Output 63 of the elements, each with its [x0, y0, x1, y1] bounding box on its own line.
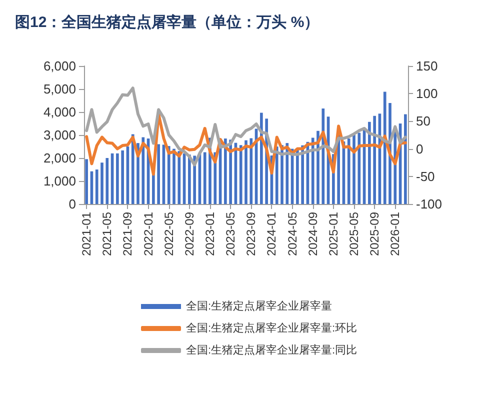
- bar: [368, 122, 371, 204]
- x-tick-label: 2025-09: [368, 212, 382, 256]
- bar: [352, 135, 356, 204]
- line-series: [85, 112, 407, 176]
- y-tick-label: 3,000: [43, 128, 76, 142]
- bar: [203, 152, 206, 204]
- y2-tick-label: 100: [416, 86, 438, 102]
- x-tick-label: 2022-01: [141, 212, 156, 256]
- y-tick-label: 4,000: [43, 104, 76, 120]
- y-tick-label: 0: [68, 196, 76, 212]
- bar: [358, 132, 361, 204]
- bar: [85, 159, 88, 204]
- x-tick-label: 2022-09: [182, 212, 196, 256]
- bar: [106, 158, 109, 204]
- bar: [142, 137, 145, 204]
- y2-tick-label: -100: [416, 196, 442, 212]
- bar: [121, 150, 124, 204]
- y2-tick-label: 0: [416, 141, 424, 156]
- bar: [239, 145, 242, 204]
- y2-tick-label: -50: [416, 168, 435, 184]
- bar: [250, 138, 253, 204]
- bar: [296, 148, 299, 204]
- bar: [275, 146, 278, 204]
- bar: [188, 154, 191, 204]
- bar: [244, 140, 248, 204]
- x-tick-label: 2021-09: [120, 212, 135, 256]
- y-tick-label: 5,000: [43, 82, 76, 96]
- x-tick-label: 2024-01: [264, 212, 279, 256]
- bar: [152, 174, 155, 204]
- x-tick-label: 2024-05: [285, 212, 300, 256]
- legend-label: 全国:生猪定点屠宰企业屠宰量:同比: [186, 344, 358, 356]
- legend-label: 全国:生猪定点屠宰企业屠宰量: [186, 300, 332, 312]
- x-tick-label: 2023-01: [203, 212, 217, 256]
- y-tick-label: 6,000: [43, 58, 76, 74]
- x-tick-label: 2023-09: [244, 212, 258, 256]
- y-tick-label: 1,000: [43, 174, 76, 188]
- x-tick-label: 2021-01: [80, 212, 94, 256]
- bar: [347, 138, 350, 204]
- bar: [311, 138, 314, 204]
- bar: [157, 144, 160, 204]
- bar: [178, 151, 181, 204]
- bar: [100, 162, 104, 204]
- bar: [224, 138, 227, 204]
- x-tick-label: 2026-01: [388, 212, 402, 256]
- bar: [373, 116, 376, 204]
- x-tick-label: 2023-05: [224, 212, 238, 256]
- bar: [116, 153, 119, 204]
- x-tick-label: 2025-05: [347, 212, 361, 256]
- bar: [316, 130, 320, 204]
- y2-tick-label: 150: [416, 58, 438, 74]
- y-tick-label: 2,000: [43, 150, 76, 166]
- x-tick-label: 2025-01: [326, 212, 340, 256]
- bar: [383, 92, 386, 204]
- bar: [172, 148, 176, 204]
- bar: [404, 114, 407, 204]
- bar: [95, 170, 98, 204]
- x-tick-label: 2022-05: [162, 212, 176, 256]
- bar: [167, 146, 170, 204]
- x-tick-label: 2021-05: [100, 212, 114, 256]
- y2-tick-label: 50: [416, 114, 430, 129]
- chart-title: 图12：全国生猪定点屠宰量（单位：万头 %）: [15, 13, 320, 31]
- x-tick-label: 2024-09: [306, 212, 320, 256]
- legend-label: 全国:生猪定点屠宰企业屠宰量:环比: [186, 322, 358, 334]
